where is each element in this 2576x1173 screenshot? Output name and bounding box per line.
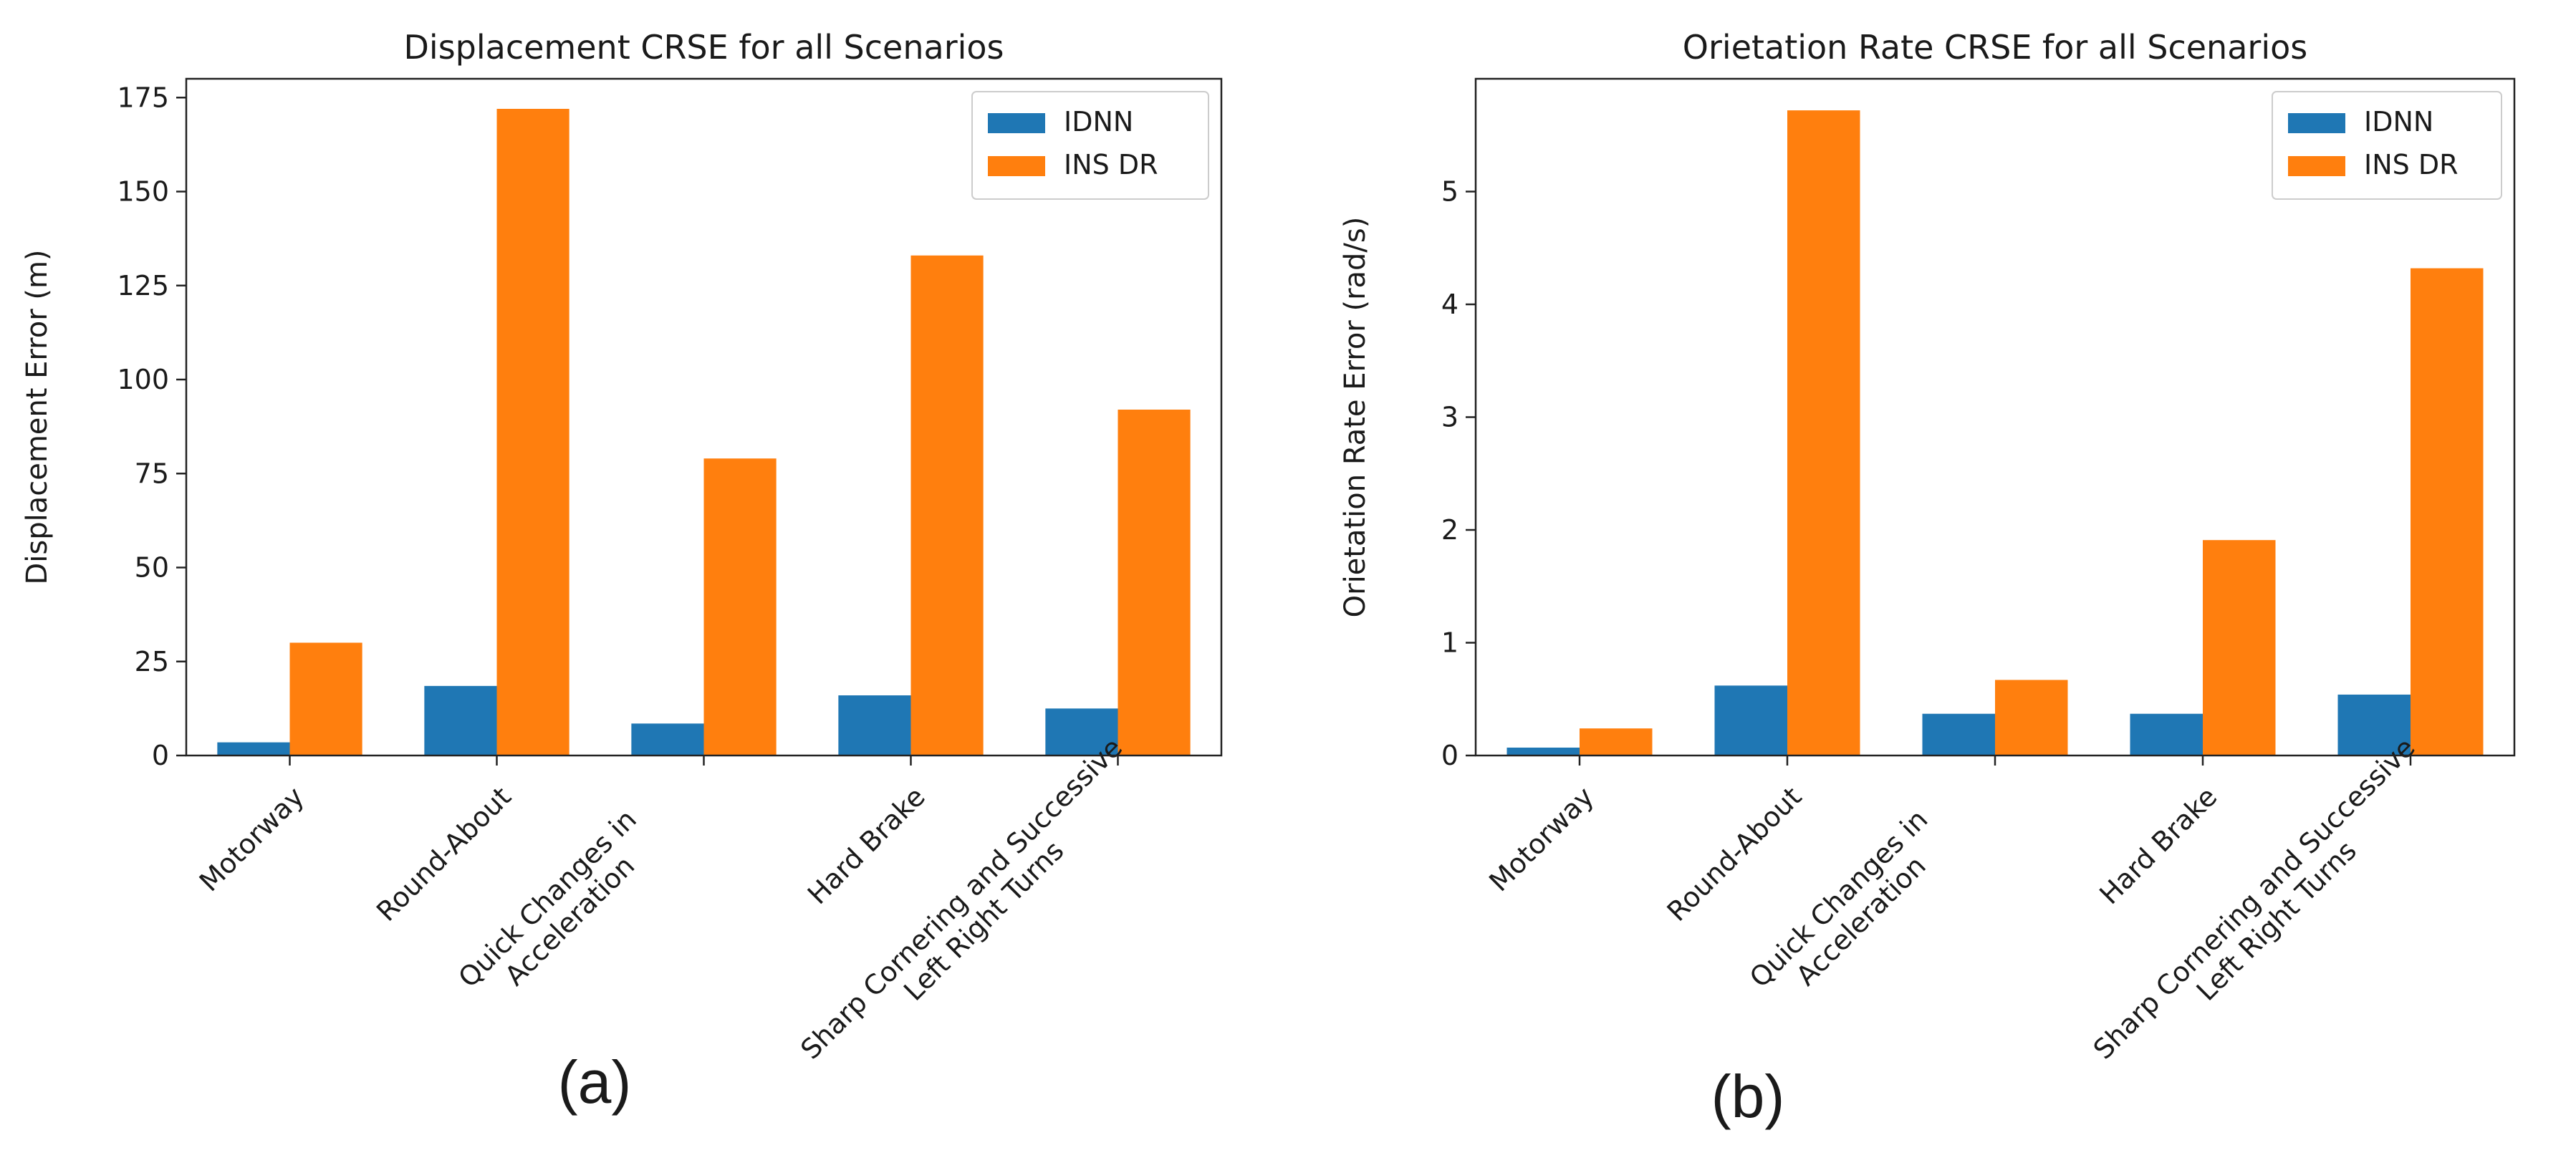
plot-frame [1474, 77, 2516, 757]
bar-idnn-5 [2337, 694, 2411, 756]
x-tick-label: Motorway [1483, 781, 1600, 897]
bar-idnn-4 [838, 695, 911, 756]
y-tick-label: 125 [117, 270, 169, 301]
plot-frame [185, 77, 1223, 757]
chart-2: Orietation Rate CRSE for all Scenarios 0 1… [1339, 28, 2516, 1130]
x-tick-label-line: Motorway [193, 781, 310, 897]
bar-ins-dr-4 [910, 255, 984, 756]
y-tick-label: 25 [135, 646, 169, 677]
y-axis-label: Displacement Error (m) [21, 249, 54, 584]
bar-idnn-1 [217, 742, 290, 756]
bar-ins-dr-3 [703, 458, 777, 756]
bar-idnn-3 [1922, 713, 1995, 756]
figure-caption: (b) [1711, 1063, 1785, 1130]
y-tick-label: 75 [135, 458, 169, 489]
x-tick-label-line: Sharp Cornering and Successive [794, 732, 1128, 1066]
legend-swatch-ins-dr [2288, 156, 2345, 176]
y-tick-label: 0 [1441, 740, 1458, 771]
bar-idnn-3 [631, 723, 704, 756]
x-tick-label: Sharp Cornering and SuccessiveLeft Right… [2087, 732, 2443, 1088]
x-tick-label-line: Motorway [1483, 781, 1600, 897]
legend-swatch-idnn [988, 113, 1045, 133]
x-tick-label: Quick Changes inAcceleration [1744, 803, 1956, 1016]
x-tick-label: Hard Brake [802, 781, 931, 910]
bar-idnn-2 [424, 685, 497, 756]
y-tick-label: 2 [1441, 514, 1458, 546]
y-tick-label: 1 [1441, 627, 1458, 659]
y-tick-label: 100 [117, 364, 169, 395]
bar-idnn-5 [1045, 708, 1118, 756]
x-tick-label: Round-About [1661, 781, 1808, 927]
bar-idnn-2 [1714, 685, 1787, 756]
y-tick-label: 5 [1441, 176, 1458, 208]
bar-idnn-1 [1506, 747, 1580, 756]
x-tick-label-line: Round-About [1661, 781, 1808, 927]
y-tick-label: 150 [117, 176, 169, 208]
legend-label: INS DR [1064, 149, 1158, 180]
bar-ins-dr-2 [496, 109, 569, 756]
bar-ins-dr-3 [1995, 680, 2068, 756]
x-tick-label: Round-About [370, 781, 517, 927]
legend-label: INS DR [2364, 149, 2459, 180]
legend-label: IDNN [1064, 106, 1133, 137]
x-tick-label-line: Hard Brake [802, 781, 931, 910]
x-tick-label-line: Round-About [370, 781, 517, 927]
legend-swatch-idnn [2288, 113, 2345, 133]
bar-ins-dr-4 [2203, 540, 2276, 756]
chart-1: Displacement CRSE for all Scenarios 0 25 50… [21, 28, 1223, 1116]
y-tick-label: 50 [135, 552, 169, 584]
figure-caption: (a) [558, 1048, 632, 1116]
chart-title: Displacement CRSE for all Scenarios [404, 28, 1004, 67]
y-tick-label: 3 [1441, 402, 1458, 433]
legend-swatch-ins-dr [988, 156, 1045, 176]
legend-label: IDNN [2364, 106, 2433, 137]
bar-ins-dr-1 [1580, 728, 1653, 756]
chart-title: Orietation Rate CRSE for all Scenarios [1683, 28, 2307, 67]
y-axis-label: Orietation Rate Error (rad/s) [1339, 217, 1372, 618]
x-tick-label-line: Hard Brake [2093, 781, 2223, 910]
bar-ins-dr-5 [2411, 268, 2484, 756]
x-tick-label-line: Sharp Cornering and Successive [2087, 732, 2421, 1066]
bar-idnn-4 [2130, 713, 2203, 756]
bar-ins-dr-2 [1787, 110, 1860, 756]
x-tick-label: Motorway [193, 781, 310, 897]
y-tick-label: 4 [1441, 289, 1458, 320]
y-tick-label: 0 [152, 740, 169, 771]
bar-ins-dr-5 [1118, 410, 1191, 756]
x-tick-label: Sharp Cornering and SuccessiveLeft Right… [794, 732, 1150, 1088]
bar-ins-dr-1 [289, 642, 362, 756]
x-tick-label: Hard Brake [2093, 781, 2223, 910]
y-tick-label: 175 [117, 82, 169, 113]
